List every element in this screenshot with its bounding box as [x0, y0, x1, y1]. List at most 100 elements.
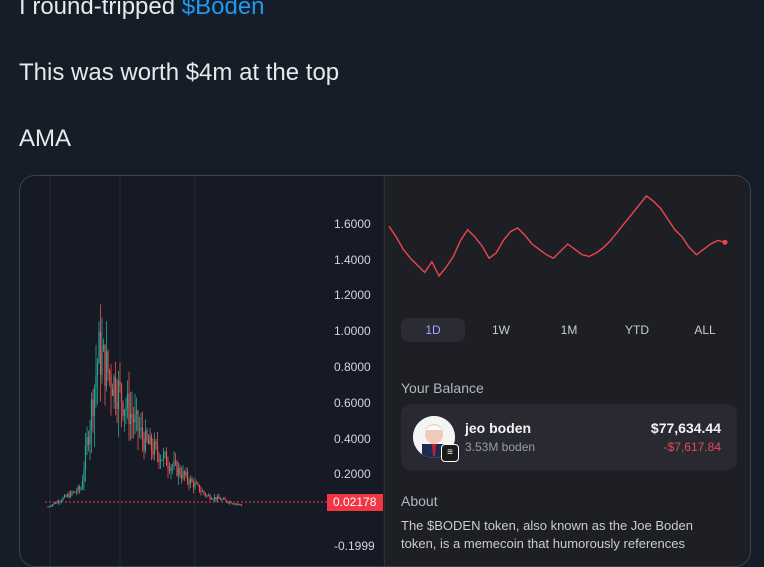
candle-body: [227, 501, 229, 503]
candle-body: [236, 503, 238, 505]
candle-body: [164, 452, 166, 454]
candle-body: [210, 498, 213, 500]
last-price-tag: 0.02178: [327, 494, 383, 511]
price-axis-tick: 0.6000: [334, 395, 371, 410]
candle-body: [222, 498, 225, 500]
candle-body: [161, 459, 163, 461]
candle-body: [192, 481, 195, 488]
candle-body: [225, 499, 228, 502]
range-tabs: 1D 1W 1M YTD ALL: [401, 318, 741, 342]
candle-body: [209, 495, 211, 499]
candle-body: [230, 501, 232, 504]
candle-body: [101, 350, 103, 375]
candle-body: [195, 483, 198, 485]
candle-body: [104, 344, 106, 387]
candle-body: [126, 393, 129, 408]
candle-body: [216, 496, 219, 500]
candle-body: [218, 496, 220, 499]
candle-body: [206, 495, 208, 497]
candle-body: [153, 441, 156, 455]
candle-body: [131, 414, 133, 419]
candle-body: [233, 503, 235, 505]
about-heading: About: [401, 493, 438, 509]
candlestick-plot: [45, 176, 330, 566]
candle-body: [96, 362, 99, 376]
candle-body: [81, 481, 84, 489]
candle-body: [111, 389, 114, 396]
tab-1d[interactable]: 1D: [401, 318, 465, 342]
tab-ytd[interactable]: YTD: [625, 323, 649, 337]
candle-body: [120, 384, 123, 403]
candle-body: [165, 452, 168, 466]
usd-value: $77,634.44: [650, 420, 721, 436]
candle-body: [48, 506, 51, 508]
candle-body: [92, 399, 94, 416]
price-axis-tick: 1.4000: [334, 252, 371, 267]
candle-body: [234, 503, 237, 505]
token-balance-row[interactable]: ≡ jeo boden 3.53M boden $77,634.44 -$7,6…: [401, 404, 737, 470]
candle-body: [102, 344, 105, 351]
candle-body: [185, 472, 187, 476]
tab-1w[interactable]: 1W: [492, 323, 510, 337]
candle-body: [56, 501, 58, 504]
candle-body: [186, 472, 189, 481]
candle-body: [69, 492, 72, 498]
candle-body: [156, 444, 159, 455]
candle-body: [203, 491, 205, 494]
candle-body: [174, 461, 177, 463]
candle-body: [167, 465, 169, 469]
tweet-line-2: This was worth $4m at the top: [19, 59, 340, 86]
tab-all[interactable]: ALL: [694, 323, 716, 337]
candle-body: [108, 370, 111, 375]
candle-body: [215, 496, 217, 500]
candle-body: [54, 502, 57, 504]
candle-body: [221, 499, 223, 501]
candle-body: [194, 483, 196, 488]
candle-body: [114, 376, 117, 403]
candle-body: [162, 453, 165, 460]
candle-body: [146, 430, 148, 440]
candle-body: [132, 418, 135, 423]
candle-body: [74, 491, 76, 493]
candle-body: [134, 413, 136, 423]
price-line: [388, 195, 726, 278]
candle-body: [197, 483, 199, 485]
candle-body: [176, 461, 178, 476]
candle-body: [57, 501, 60, 503]
candle-body: [141, 427, 144, 439]
candle-body: [89, 428, 91, 445]
candle-body: [98, 331, 100, 363]
candle-body: [50, 505, 52, 507]
candle-body: [66, 494, 69, 497]
candle-body: [86, 437, 88, 446]
candle-body: [78, 486, 81, 490]
candle-body: [155, 441, 157, 445]
candle-body: [198, 484, 201, 492]
candle-body: [189, 478, 192, 485]
candle-body: [83, 470, 85, 482]
balance-heading: Your Balance: [401, 380, 484, 396]
candle-body: [152, 449, 154, 455]
candle-body: [240, 504, 243, 506]
cashtag-link[interactable]: $Boden: [181, 0, 265, 20]
price-axis-tick: 0.8000: [334, 360, 371, 375]
candle-body: [122, 402, 124, 416]
candle-body: [144, 430, 147, 452]
candle-body: [53, 502, 55, 505]
candle-body: [95, 375, 97, 388]
candle-body: [135, 411, 138, 414]
tab-1m[interactable]: 1M: [560, 323, 578, 337]
candle-body: [72, 491, 75, 493]
candle-body: [179, 467, 181, 476]
candle-body: [212, 499, 214, 501]
candle-body: [239, 503, 241, 505]
candle-body: [51, 504, 54, 506]
avatar: [413, 416, 455, 458]
candle-body: [84, 445, 87, 471]
tweet-line-3: AMA: [19, 125, 72, 152]
candle-body: [237, 503, 240, 505]
candle-body: [147, 439, 150, 445]
usd-change: -$7,617.84: [663, 440, 721, 454]
candle-body: [138, 429, 141, 431]
tweet-media-card[interactable]: 1.6000 1.4000 1.2000 1.0000 0.8000 0.6000 0.40…: [19, 175, 751, 567]
